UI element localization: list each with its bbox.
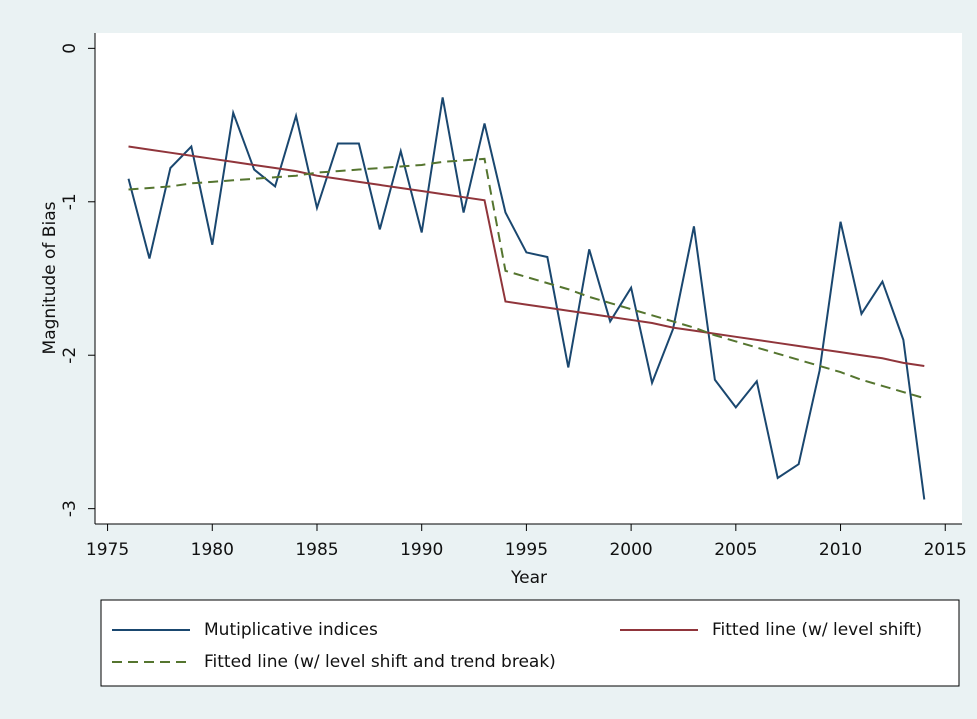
- plot-area: [95, 33, 962, 524]
- legend: [100, 599, 960, 687]
- x-tick-label: 1995: [505, 540, 548, 560]
- x-axis-title: Year: [510, 568, 547, 588]
- legend-label: Mutiplicative indices: [204, 620, 378, 640]
- series-line: [128, 145, 925, 367]
- series-line: [127, 97, 926, 500]
- y-tick-label: -3: [60, 500, 80, 517]
- y-axis-title: Magnitude of Bias: [40, 201, 60, 354]
- x-tick-label: 2010: [819, 540, 862, 560]
- x-tick-label: 1990: [400, 540, 443, 560]
- y-tick-label: -2: [60, 347, 80, 364]
- x-tick-label: 1975: [86, 540, 129, 560]
- x-tick-label: 2005: [714, 540, 757, 560]
- x-tick-label: 2015: [924, 540, 967, 560]
- x-tick-label: 1985: [295, 540, 338, 560]
- y-tick-label: 0: [60, 43, 80, 54]
- x-tick-label: 2000: [609, 540, 652, 560]
- x-tick-label: 1980: [191, 540, 234, 560]
- series-line: [128, 157, 925, 400]
- legend-label: Fitted line (w/ level shift): [712, 620, 922, 640]
- y-tick-label: -1: [60, 193, 80, 210]
- legend-label: Fitted line (w/ level shift and trend br…: [204, 652, 556, 672]
